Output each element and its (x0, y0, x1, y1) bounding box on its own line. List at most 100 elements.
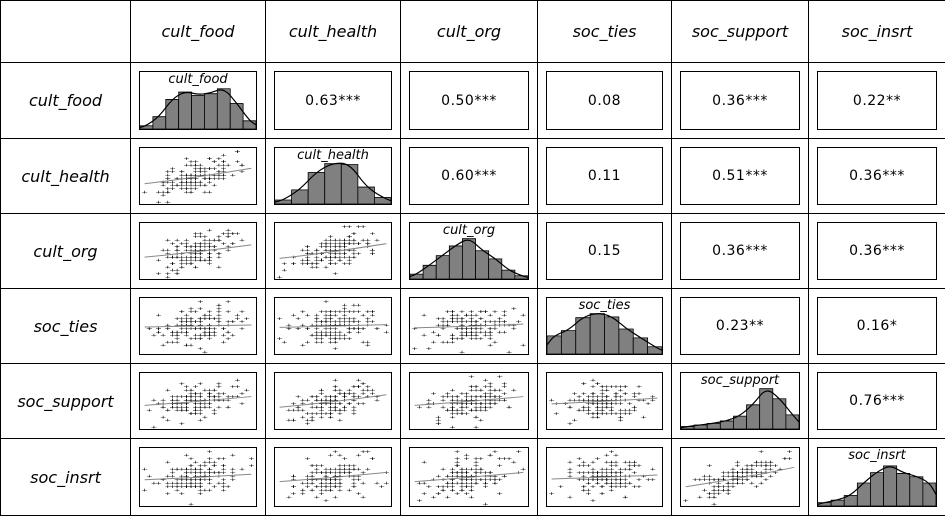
scatter-point: + (458, 470, 465, 475)
histogram-bar (179, 92, 192, 129)
scatter-point: + (332, 323, 339, 328)
scatter-point: + (753, 460, 760, 465)
scatter-point: + (613, 412, 620, 416)
scatter-point: + (304, 484, 311, 489)
scatter-point: + (332, 248, 339, 253)
scatter-point: + (304, 326, 311, 331)
scatter-point: + (369, 231, 376, 236)
scatter-point: + (327, 333, 334, 338)
scatter-point: + (706, 495, 713, 500)
scatter-point: + (473, 320, 480, 325)
scatter-point: + (313, 398, 320, 403)
scatter-point: + (594, 395, 601, 399)
scatter-point: + (622, 392, 629, 396)
scatter-point: + (369, 248, 376, 253)
scatter-point: + (188, 309, 195, 314)
scatter-point: + (458, 320, 465, 325)
scatter-point: + (215, 234, 222, 239)
scatter-point: + (313, 477, 320, 482)
scatter-point: + (458, 470, 465, 475)
scatter-point: + (468, 488, 475, 493)
scatter-point: + (192, 170, 199, 175)
scatter-point: + (304, 481, 311, 486)
scatter-point: + (725, 481, 732, 486)
row-header-soc_insrt: soc_insrt (0, 438, 131, 516)
scatter-svg: ++++++++++++++++++++++++++++++++++++++++… (411, 306, 526, 354)
scatter-point: + (482, 320, 489, 325)
scatter-point: + (576, 409, 583, 413)
scatter-point: + (613, 477, 620, 482)
scatter-point: + (360, 340, 367, 345)
scatter-point: + (211, 395, 218, 400)
scatter-point: + (188, 261, 195, 266)
scatter-point: + (715, 491, 722, 496)
scatter-point: + (622, 398, 629, 402)
scatter-point: + (206, 470, 213, 475)
smoothing-line (145, 474, 252, 480)
scatter-point: + (197, 251, 204, 256)
scatter-point: + (183, 173, 190, 178)
scatter-point: + (444, 340, 451, 345)
scatter-point: + (580, 463, 587, 468)
scatter-point: + (309, 477, 316, 482)
scatter-point: + (188, 411, 195, 416)
scatter-point: + (491, 395, 498, 400)
scatter-point: + (603, 405, 610, 409)
scatter-point: + (332, 323, 339, 328)
scatter-point: + (309, 481, 316, 486)
correlation-panel: 0.16* (817, 297, 937, 355)
scatter-point: + (599, 409, 606, 413)
scatter-point: + (229, 231, 236, 236)
scatter-point: + (332, 484, 339, 489)
scatter-point: + (337, 323, 344, 328)
scatter-point: + (146, 326, 153, 331)
scatter-point: + (468, 495, 475, 500)
scatter-point: + (169, 470, 176, 475)
scatter-point: + (192, 173, 199, 178)
scatter-point: + (215, 255, 222, 260)
scatter-point: + (197, 316, 204, 321)
scatter-point: + (501, 456, 508, 461)
column-header-soc_ties: soc_ties (537, 0, 672, 63)
scatter-svg: ++++++++++++++++++++++++++++++++++++++++… (140, 228, 256, 279)
scatter-point: + (183, 474, 190, 479)
scatter-point: + (473, 425, 480, 429)
scatter-point: + (155, 481, 162, 486)
scatter-point: + (202, 183, 209, 188)
scatter-point: + (220, 398, 227, 403)
scatter-point: + (599, 484, 606, 489)
scatter-point: + (332, 309, 339, 314)
scatter-cell-soc_support-cult_org: + + + + + + + + + + + + + + + + + + + + + + + + + + + + + + + + + + + + + + + +… (400, 363, 538, 439)
scatter-point: + (188, 481, 195, 486)
scatter-point: + (463, 470, 470, 475)
smoothing-line (280, 325, 387, 328)
scatter-point: + (416, 481, 423, 486)
scatter-cell-soc_support-cult_health: + + + + + + + + + + + + + + + + + + + + + + + + + + + + + + + + + + + + + + + +… (265, 363, 401, 439)
scatter-point: + (327, 241, 334, 246)
scatter-point: + (364, 343, 371, 348)
scatter-point: + (496, 395, 503, 400)
scatter-point: + (468, 401, 475, 406)
scatter-point: + (463, 313, 470, 318)
scatter-point: + (174, 401, 181, 406)
scatter-point: + (715, 488, 722, 493)
scatter-point: + (332, 449, 339, 454)
scatter-point: + (174, 340, 181, 345)
scatter-point: + (430, 495, 437, 500)
scatter-point: + (603, 467, 610, 472)
scatter-point: + (160, 180, 167, 185)
scatter-point: + (197, 320, 204, 325)
scatter-point: + (188, 180, 195, 185)
scatter-point: + (323, 498, 330, 503)
scatter-point: + (197, 241, 204, 246)
scatter-point: + (477, 388, 484, 393)
scatter-point: + (360, 391, 367, 396)
scatter-point: + (473, 326, 480, 331)
scatter-point: + (360, 238, 367, 243)
scatter-point: + (360, 401, 367, 406)
scatter-point: + (192, 484, 199, 489)
scatter-point: + (318, 405, 325, 410)
scatter-point: + (164, 200, 171, 204)
scatter-point: + (174, 183, 181, 188)
scatter-point: + (435, 484, 442, 489)
